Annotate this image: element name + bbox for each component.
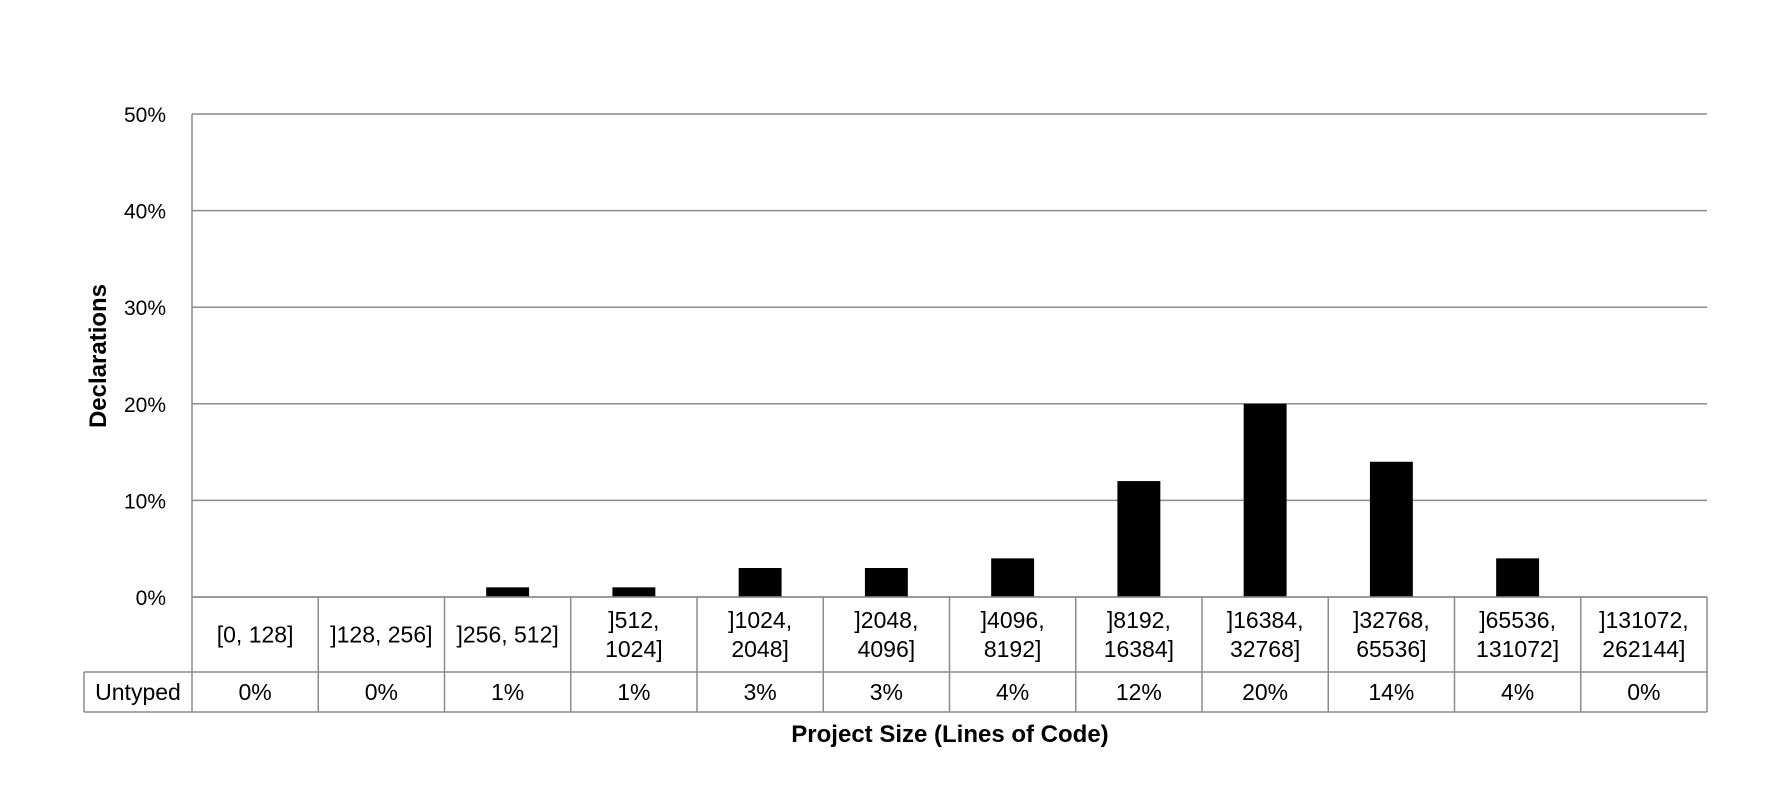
x-category-label: 32768] xyxy=(1230,636,1300,662)
bars xyxy=(486,403,1540,597)
y-tick-label: 20% xyxy=(124,394,166,417)
x-category-label: ]256, 512] xyxy=(456,622,558,648)
x-category-label: ]16384, xyxy=(1227,607,1304,633)
bar xyxy=(864,568,908,597)
data-value-label: 1% xyxy=(617,679,650,705)
x-category-label: ]8192, xyxy=(1107,607,1171,633)
data-value-label: 4% xyxy=(996,679,1029,705)
bar xyxy=(1243,403,1287,597)
data-value-label: 14% xyxy=(1368,679,1414,705)
y-tick-label: 40% xyxy=(124,201,166,224)
x-category-label: 8192] xyxy=(984,636,1042,662)
x-category-label: 4096] xyxy=(858,636,916,662)
bar xyxy=(612,587,656,597)
data-value-label: 3% xyxy=(744,679,777,705)
y-axis-title: Declarations xyxy=(85,284,112,428)
y-tick-label: 50% xyxy=(124,104,166,127)
y-tick-label: 10% xyxy=(124,490,166,513)
data-value-label: 12% xyxy=(1116,679,1162,705)
bar xyxy=(991,558,1035,597)
bar xyxy=(486,587,530,597)
bar xyxy=(1496,558,1540,597)
x-category-label: 16384] xyxy=(1104,636,1174,662)
x-category-label: 1024] xyxy=(605,636,663,662)
data-value-label: 4% xyxy=(1501,679,1534,705)
data-value-label: 1% xyxy=(491,679,524,705)
data-value-label: 3% xyxy=(870,679,903,705)
x-category-label: ]32768, xyxy=(1353,607,1430,633)
bar xyxy=(1369,461,1413,597)
x-category-label: ]65536, xyxy=(1479,607,1556,633)
x-category-label: [0, 128] xyxy=(217,622,294,648)
data-value-label: 20% xyxy=(1242,679,1288,705)
data-table: [0, 128] ]128, 256] ]256, 512] ]512, 1024] ]1… xyxy=(83,596,1708,713)
series-name-label: Untyped xyxy=(95,679,181,705)
x-category-label: ]4096, xyxy=(981,607,1045,633)
x-category-label: 65536] xyxy=(1356,636,1426,662)
x-category-label: 2048] xyxy=(731,636,789,662)
x-category-label: ]2048, xyxy=(854,607,918,633)
x-axis-title: Project Size (Lines of Code) xyxy=(791,721,1108,748)
x-category-label: 131072] xyxy=(1476,636,1559,662)
x-category-label: ]512, xyxy=(608,607,659,633)
x-category-label: ]128, 256] xyxy=(330,622,432,648)
y-tick-label: 30% xyxy=(124,297,166,320)
data-value-label: 0% xyxy=(365,679,398,705)
data-value-label: 0% xyxy=(1627,679,1660,705)
x-category-label: ]1024, xyxy=(728,607,792,633)
y-tick-label: 0% xyxy=(136,587,166,610)
data-value-label: 0% xyxy=(239,679,272,705)
bar xyxy=(1117,481,1161,597)
gridlines xyxy=(191,113,1707,598)
bar xyxy=(738,568,782,597)
x-category-label: ]131072, xyxy=(1599,607,1689,633)
x-category-label: 262144] xyxy=(1602,636,1685,662)
y-axis-ticks: 0% 10% 20% 30% 40% 50% xyxy=(124,104,166,610)
